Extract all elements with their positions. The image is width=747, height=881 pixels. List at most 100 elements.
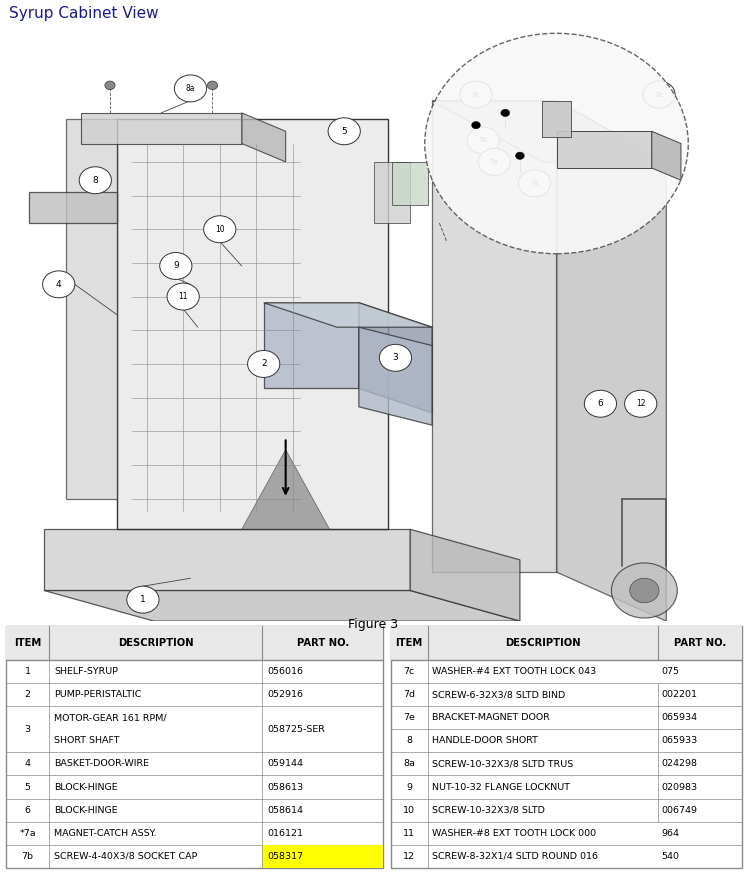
Text: 964: 964 bbox=[661, 829, 679, 838]
Text: 4: 4 bbox=[25, 759, 31, 768]
Polygon shape bbox=[359, 327, 432, 426]
Polygon shape bbox=[542, 100, 571, 137]
Circle shape bbox=[247, 351, 280, 377]
Bar bbox=[6, 626, 383, 660]
Text: SCREW-10-32X3/8 SLTD: SCREW-10-32X3/8 SLTD bbox=[432, 805, 545, 815]
Text: 075: 075 bbox=[661, 667, 679, 676]
Text: DESCRIPTION: DESCRIPTION bbox=[505, 638, 580, 648]
Text: SCREW-8-32X1/4 SLTD ROUND 016: SCREW-8-32X1/4 SLTD ROUND 016 bbox=[432, 852, 598, 861]
Text: BLOCK-HINGE: BLOCK-HINGE bbox=[54, 782, 117, 791]
Text: 065934: 065934 bbox=[662, 714, 698, 722]
Circle shape bbox=[379, 344, 412, 371]
Bar bbox=[391, 626, 742, 660]
Text: 7e: 7e bbox=[654, 92, 663, 98]
Circle shape bbox=[160, 253, 192, 279]
Text: 058317: 058317 bbox=[267, 852, 303, 861]
Text: SHELF-SYRUP: SHELF-SYRUP bbox=[54, 667, 118, 676]
Circle shape bbox=[460, 81, 492, 108]
Text: 056016: 056016 bbox=[267, 667, 303, 676]
Circle shape bbox=[643, 81, 675, 108]
Circle shape bbox=[584, 390, 616, 418]
Text: 024298: 024298 bbox=[662, 759, 698, 768]
Polygon shape bbox=[242, 449, 329, 529]
Text: SCREW-6-32X3/8 SLTD BIND: SCREW-6-32X3/8 SLTD BIND bbox=[432, 690, 565, 700]
Text: 11: 11 bbox=[403, 829, 415, 838]
Circle shape bbox=[624, 390, 657, 418]
Polygon shape bbox=[432, 100, 666, 162]
Text: 7e: 7e bbox=[403, 714, 415, 722]
Text: 10: 10 bbox=[215, 225, 225, 233]
Text: ITEM: ITEM bbox=[395, 638, 423, 648]
Text: 1: 1 bbox=[25, 667, 31, 676]
Text: 058614: 058614 bbox=[267, 805, 303, 815]
Circle shape bbox=[328, 118, 360, 144]
Text: 7d: 7d bbox=[403, 690, 415, 700]
Text: PART NO.: PART NO. bbox=[297, 638, 349, 648]
Polygon shape bbox=[44, 529, 410, 590]
Text: 8a: 8a bbox=[403, 759, 415, 768]
Text: DESCRIPTION: DESCRIPTION bbox=[118, 638, 193, 648]
Circle shape bbox=[501, 109, 509, 116]
Circle shape bbox=[630, 578, 659, 603]
Text: *7a: *7a bbox=[19, 829, 36, 838]
Text: 065933: 065933 bbox=[662, 737, 698, 745]
Text: 9: 9 bbox=[173, 262, 179, 270]
Text: 8a: 8a bbox=[186, 84, 195, 93]
Circle shape bbox=[478, 148, 510, 175]
Text: 10: 10 bbox=[403, 805, 415, 815]
Text: SCREW-10-32X3/8 SLTD TRUS: SCREW-10-32X3/8 SLTD TRUS bbox=[432, 759, 573, 768]
Circle shape bbox=[467, 127, 500, 154]
Text: PUMP-PERISTALTIC: PUMP-PERISTALTIC bbox=[54, 690, 141, 700]
Text: SHORT SHAFT: SHORT SHAFT bbox=[54, 737, 120, 745]
Text: 3: 3 bbox=[25, 725, 31, 734]
Text: SCREW-4-40X3/8 SOCKET CAP: SCREW-4-40X3/8 SOCKET CAP bbox=[54, 852, 197, 861]
Polygon shape bbox=[557, 100, 666, 621]
Text: PART NO.: PART NO. bbox=[674, 638, 726, 648]
Text: 7a: 7a bbox=[530, 181, 539, 186]
Polygon shape bbox=[264, 303, 432, 327]
Polygon shape bbox=[392, 162, 429, 204]
Text: 2: 2 bbox=[261, 359, 267, 368]
Text: 6: 6 bbox=[25, 805, 31, 815]
Text: 11: 11 bbox=[179, 292, 188, 301]
Text: 016121: 016121 bbox=[267, 829, 303, 838]
Text: 052916: 052916 bbox=[267, 690, 303, 700]
Text: 7b: 7b bbox=[22, 852, 34, 861]
Text: 9: 9 bbox=[406, 782, 412, 791]
Circle shape bbox=[43, 270, 75, 298]
Polygon shape bbox=[374, 162, 410, 223]
Text: Figure 3: Figure 3 bbox=[348, 618, 399, 632]
Text: HANDLE-DOOR SHORT: HANDLE-DOOR SHORT bbox=[432, 737, 538, 745]
Text: BRACKET-MAGNET DOOR: BRACKET-MAGNET DOOR bbox=[432, 714, 550, 722]
Text: 4: 4 bbox=[56, 280, 61, 289]
Polygon shape bbox=[557, 131, 651, 168]
Circle shape bbox=[611, 563, 678, 618]
Circle shape bbox=[105, 81, 115, 90]
Text: 8: 8 bbox=[93, 175, 98, 185]
Polygon shape bbox=[66, 119, 117, 499]
Text: 020983: 020983 bbox=[662, 782, 698, 791]
Bar bbox=[262, 845, 383, 868]
Polygon shape bbox=[117, 119, 388, 529]
Text: 7c: 7c bbox=[403, 667, 415, 676]
Text: MOTOR-GEAR 161 RPM/: MOTOR-GEAR 161 RPM/ bbox=[54, 714, 167, 722]
Text: 002201: 002201 bbox=[662, 690, 698, 700]
Text: 8: 8 bbox=[406, 737, 412, 745]
Text: 7d: 7d bbox=[490, 159, 499, 165]
Circle shape bbox=[208, 81, 217, 90]
Polygon shape bbox=[81, 113, 242, 144]
Circle shape bbox=[204, 216, 236, 242]
Text: 7b: 7b bbox=[479, 137, 488, 144]
Circle shape bbox=[167, 283, 199, 310]
Text: 540: 540 bbox=[661, 852, 679, 861]
Text: NUT-10-32 FLANGE LOCKNUT: NUT-10-32 FLANGE LOCKNUT bbox=[432, 782, 570, 791]
Text: 6: 6 bbox=[598, 399, 604, 408]
Text: MAGNET-CATCH ASSY.: MAGNET-CATCH ASSY. bbox=[54, 829, 156, 838]
Circle shape bbox=[79, 167, 111, 194]
Text: 058725-SER: 058725-SER bbox=[267, 725, 325, 734]
Text: 7c: 7c bbox=[472, 92, 480, 98]
Text: WASHER-#4 EXT TOOTH LOCK 043: WASHER-#4 EXT TOOTH LOCK 043 bbox=[432, 667, 596, 676]
Text: 5: 5 bbox=[25, 782, 31, 791]
Circle shape bbox=[174, 75, 207, 102]
Text: WASHER-#8 EXT TOOTH LOCK 000: WASHER-#8 EXT TOOTH LOCK 000 bbox=[432, 829, 596, 838]
